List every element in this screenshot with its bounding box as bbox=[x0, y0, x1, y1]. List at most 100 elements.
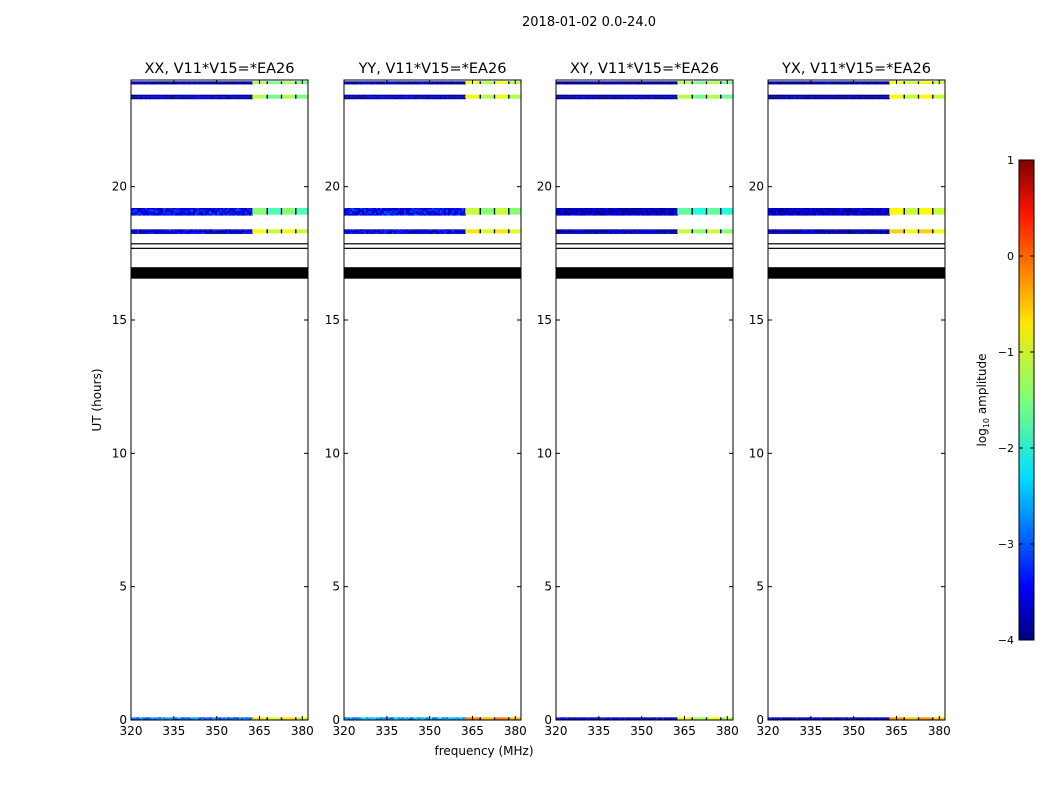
panel-background bbox=[131, 80, 308, 720]
chunk-gap bbox=[309, 81, 311, 84]
chunk-gap bbox=[734, 229, 736, 233]
band-high-freq bbox=[677, 208, 733, 215]
band-chunk bbox=[282, 717, 296, 720]
band-chunk bbox=[721, 229, 733, 234]
chunk-gap bbox=[946, 208, 948, 215]
chunk-gap bbox=[946, 95, 948, 99]
chunk-gap bbox=[705, 81, 708, 84]
band-chunk bbox=[481, 208, 494, 215]
band-chunk bbox=[693, 94, 706, 99]
band-chunk bbox=[495, 717, 509, 720]
chunk-gap bbox=[522, 208, 524, 215]
chunk-gap bbox=[720, 229, 722, 234]
y-tick-label: 15 bbox=[537, 313, 552, 327]
chunk-gap bbox=[903, 229, 906, 234]
band-chunk bbox=[693, 229, 706, 234]
chunk-gap bbox=[705, 717, 708, 720]
panel-heatmap bbox=[556, 80, 736, 720]
x-tick-label: 320 bbox=[333, 724, 356, 738]
band-low-freq bbox=[131, 81, 253, 85]
chunk-gap bbox=[705, 229, 708, 234]
band-chunk bbox=[509, 229, 521, 234]
band-chunk bbox=[296, 229, 308, 234]
band-low-freq bbox=[131, 229, 253, 234]
x-tick-label: 320 bbox=[120, 724, 143, 738]
band-low-freq bbox=[768, 94, 890, 100]
chunk-gap bbox=[932, 229, 934, 234]
band-chunk bbox=[252, 229, 267, 234]
chunk-gap bbox=[266, 94, 269, 99]
y-tick-label: 20 bbox=[325, 180, 340, 194]
panel-3: XY, V11*V15=*EA26 320 335 350 365 380 0 5 10 15 20 bbox=[537, 61, 739, 738]
band-chunk bbox=[721, 94, 733, 99]
chunk-gap bbox=[266, 208, 269, 215]
band-chunk bbox=[707, 94, 721, 99]
chunk-gap bbox=[295, 208, 297, 215]
band-chunk bbox=[919, 208, 933, 215]
band-chunk bbox=[721, 81, 733, 84]
band-chunk bbox=[693, 717, 706, 720]
band-chunk bbox=[919, 717, 933, 720]
band-chunk bbox=[905, 94, 918, 99]
chunk-gap bbox=[705, 94, 708, 99]
band-chunk bbox=[905, 81, 918, 84]
colorbar-tick-label: −1 bbox=[998, 346, 1014, 359]
chunk-gap bbox=[309, 208, 311, 215]
chunk-gap bbox=[720, 208, 722, 215]
figure-title: 2018-01-02 0.0-24.0 bbox=[522, 15, 656, 30]
y-tick-label: 20 bbox=[537, 180, 552, 194]
blank-row bbox=[768, 247, 945, 249]
chunk-gap bbox=[508, 717, 510, 720]
y-tick-label: 5 bbox=[332, 580, 340, 594]
band-chunk bbox=[282, 229, 296, 234]
band-chunk bbox=[296, 208, 308, 215]
band-chunk bbox=[509, 81, 521, 84]
x-tick-label: 350 bbox=[630, 724, 653, 738]
blank-row bbox=[768, 243, 945, 245]
chunk-gap bbox=[946, 229, 948, 233]
band-chunk bbox=[919, 229, 933, 234]
y-tick-label: 5 bbox=[119, 580, 127, 594]
band-low-freq bbox=[556, 208, 678, 216]
chunk-gap bbox=[917, 81, 920, 84]
x-tick-label: 335 bbox=[799, 724, 822, 738]
x-tick-label: 365 bbox=[673, 724, 696, 738]
band-low-freq bbox=[768, 81, 890, 85]
panel-background bbox=[344, 80, 521, 720]
band-chunk bbox=[465, 208, 480, 215]
band-chunk bbox=[268, 229, 281, 234]
panel-title: XY, V11*V15=*EA26 bbox=[570, 61, 719, 77]
chunk-gap bbox=[691, 717, 694, 720]
chunk-gap bbox=[479, 81, 482, 84]
band-chunk bbox=[495, 229, 509, 234]
band-high-freq bbox=[889, 229, 948, 234]
panel-heatmap bbox=[344, 80, 524, 720]
chunk-gap bbox=[508, 94, 510, 99]
band-chunk bbox=[495, 208, 509, 215]
chunk-gap bbox=[691, 229, 694, 234]
chunk-gap bbox=[720, 94, 722, 99]
colorbar: 10−1−2−3−4 log10 amplitude bbox=[975, 154, 1035, 647]
band-chunk bbox=[268, 94, 281, 99]
band-low-freq bbox=[131, 208, 253, 216]
panel-heatmap bbox=[768, 80, 948, 720]
band-chunk bbox=[905, 717, 918, 720]
band-high-freq bbox=[677, 229, 736, 234]
panel-2: YY, V11*V15=*EA26 320 335 350 365 380 0 5 10 15 20 bbox=[325, 61, 527, 738]
chunk-gap bbox=[508, 229, 510, 234]
chunk-gap bbox=[493, 81, 496, 84]
colorbar-label-subscript: 10 bbox=[982, 418, 991, 428]
blank-row bbox=[768, 267, 945, 279]
chunk-gap bbox=[917, 229, 920, 234]
chunk-gap bbox=[280, 208, 283, 215]
chunk-gap bbox=[903, 717, 906, 720]
blank-row bbox=[556, 243, 733, 245]
chunk-gap bbox=[266, 229, 269, 234]
y-tick-label: 0 bbox=[119, 713, 127, 727]
chunk-gap bbox=[522, 95, 524, 99]
chunk-gap bbox=[946, 81, 948, 84]
panel-heatmap bbox=[131, 80, 311, 720]
band-low-freq bbox=[344, 717, 466, 720]
chunk-gap bbox=[932, 81, 934, 84]
blank-row bbox=[556, 247, 733, 249]
